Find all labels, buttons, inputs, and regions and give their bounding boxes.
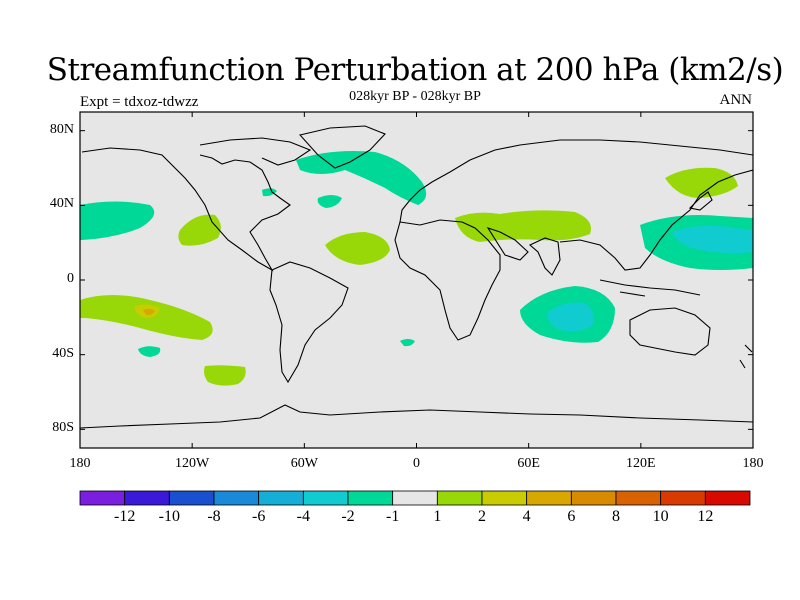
lon-tick-label: 120E: [626, 456, 656, 471]
colorbar-swatch: [258, 490, 304, 506]
colorbar-swatch: [347, 490, 394, 506]
colorbar-label: 4: [522, 508, 531, 525]
field-layer: [80, 151, 753, 386]
map-background: [80, 112, 753, 448]
lat-tick-label: 40S: [52, 345, 74, 361]
coast-antarctica: [80, 404, 753, 429]
lat-tick-label: 80N: [49, 121, 74, 137]
coast-japan: [688, 191, 713, 211]
colorbar-label: -12: [113, 508, 136, 525]
axis-ticks: [79, 112, 754, 448]
colorbar-label: -4: [296, 508, 310, 525]
colorbar-label: -1: [385, 508, 400, 525]
plot-subtitle: 028kyr BP - 028kyr BP: [349, 89, 481, 104]
colorbar-swatch: [570, 490, 617, 506]
colorbar-label: -6: [251, 508, 266, 525]
colorbar-swatch: [436, 490, 483, 506]
lat-tick-label: 40N: [49, 196, 74, 212]
coast-new-zealand: [739, 344, 753, 369]
field-neg-10: [400, 339, 415, 347]
field-neg-8: [547, 302, 594, 332]
field-pos-8: [204, 365, 246, 386]
colorbar-label: -8: [207, 508, 221, 525]
field-pos-5: [325, 232, 390, 265]
lat-tick-label: 80S: [52, 420, 74, 436]
coast-arabia: [486, 226, 529, 261]
colorbar-label: 12: [697, 508, 714, 525]
lon-tick-label: 180: [69, 456, 91, 471]
colorbar-swatch: [704, 490, 751, 506]
coast-australia: [629, 307, 711, 356]
colorbar-label: 2: [478, 508, 486, 525]
field-neg-2: [296, 151, 427, 205]
negative-anomaly-fields: [80, 151, 753, 357]
colorbar-swatch: [660, 490, 706, 506]
field-neg-9: [138, 346, 161, 357]
colorbar: [79, 490, 751, 506]
plot-title: Streamfunction Perturbation at 200 hPa (…: [46, 52, 784, 88]
lon-tick-label: 60W: [290, 456, 318, 471]
field-neg-3: [262, 188, 277, 197]
field-pos-3: [143, 308, 155, 316]
field-neg-1: [80, 201, 155, 240]
coast-greenland: [298, 125, 386, 169]
season-label: ANN: [719, 92, 753, 108]
positive-anomaly-fields: [80, 167, 738, 386]
colorbar-swatch: [481, 490, 528, 506]
field-neg-6: [672, 225, 753, 254]
colorbar-swatch: [302, 490, 349, 506]
field-pos-7: [665, 167, 738, 198]
lon-tick-label: 0: [413, 456, 420, 471]
experiment-label: Expt = tdxoz-tdwzz: [80, 94, 199, 110]
coast-southeast-asia: [559, 169, 753, 271]
lon-tick-label: 120W: [175, 456, 210, 471]
coast-south-america: [269, 261, 349, 384]
colorbar-label: -10: [158, 508, 180, 525]
colorbar-swatch: [213, 490, 260, 506]
colorbar-label: 1: [433, 508, 442, 525]
coast-canada-arctic: [199, 137, 312, 166]
colorbar-label: 10: [652, 508, 669, 525]
colorbar-label: -2: [341, 508, 355, 525]
lon-tick-label: 180: [742, 456, 764, 471]
field-pos-6: [455, 210, 591, 242]
colorbar-label: 8: [612, 508, 620, 525]
colorbar-swatch: [615, 490, 662, 506]
coast-indonesia: [599, 279, 701, 297]
colorbar-swatch: [79, 490, 126, 506]
colorbar-swatch: [124, 490, 170, 506]
field-pos-4: [178, 214, 221, 246]
coast-north-america: [81, 147, 291, 272]
colorbar-swatch: [526, 490, 572, 506]
coast-africa: [394, 219, 501, 341]
lat-tick-label: 0: [67, 271, 74, 286]
colorbar-swatch: [392, 490, 438, 506]
coastlines: [80, 125, 753, 429]
lon-tick-label: 60E: [517, 456, 540, 471]
colorbar-label: 6: [567, 508, 576, 525]
coast-europe: [399, 139, 753, 223]
colorbar-swatch: [168, 490, 215, 506]
coast-india: [529, 237, 561, 276]
field-neg-4: [317, 195, 342, 208]
